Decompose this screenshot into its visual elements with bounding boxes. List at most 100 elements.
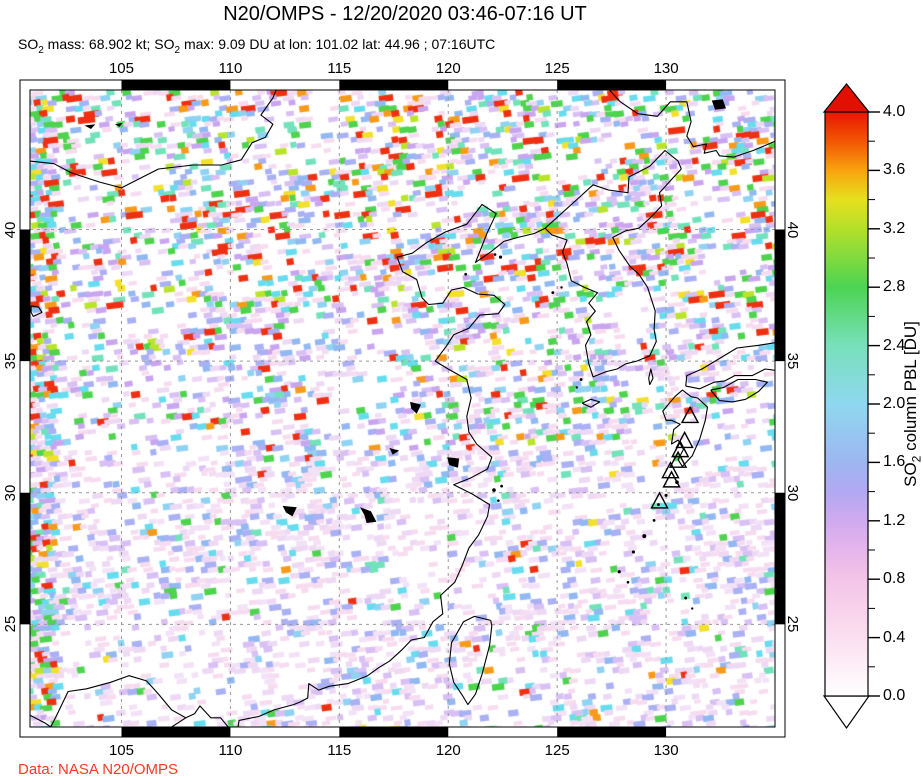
coastline-jeju (581, 398, 601, 408)
island-dot (493, 253, 497, 256)
frame-band-black-left (20, 492, 30, 625)
island-dot (497, 499, 500, 502)
lake-khanka (711, 99, 726, 110)
lon-tick-label-bottom: 130 (653, 742, 679, 759)
lon-tick-label-bottom: 105 (108, 742, 134, 759)
volcano-marker (662, 470, 681, 488)
island-dot (560, 286, 563, 289)
volcano-marker (680, 405, 700, 424)
lake-chaohu (389, 448, 400, 455)
coastline-honshu-south (685, 368, 775, 390)
subscript: 2 (38, 44, 44, 56)
island-dot (642, 534, 647, 539)
lake-gobi-lake-2 (115, 122, 123, 127)
lake-gobi-lake-1 (84, 124, 96, 129)
lon-tick-label-bottom: 115 (327, 742, 352, 759)
colorbar-tick-label: 3.6 (883, 161, 906, 179)
island-dot (579, 378, 583, 381)
lon-tick-label-bottom: 120 (435, 742, 461, 759)
lon-tick-label-top: 125 (544, 60, 570, 77)
lat-tick-label-left: 40 (2, 221, 19, 238)
coastline-honshu-north (685, 342, 775, 387)
coastline-taiwan (448, 615, 493, 706)
lon-tick-label-top: 105 (108, 60, 134, 77)
island-dot (464, 272, 468, 276)
text-segment: max: 9.09 DU at lon: 101.02 lat: 44.96 ;… (180, 36, 496, 52)
coastline-vietnam-border (30, 675, 187, 727)
volcano-marker (675, 430, 694, 449)
coastline-china-coast-yalu (185, 149, 682, 727)
island-dot (652, 518, 656, 522)
island-dot (500, 484, 504, 488)
volcano-marker (668, 450, 688, 468)
coastline-korea-coast (544, 168, 682, 378)
coastline-kyushu (662, 389, 709, 467)
frame-band-black-bottom (339, 727, 449, 737)
colorbar-tick-label: 1.6 (883, 453, 906, 471)
island-dot (684, 596, 688, 600)
island-dot (631, 550, 636, 554)
island-dot (626, 580, 630, 584)
so2-pixel-field (30, 90, 775, 727)
island-dot (551, 291, 555, 295)
lat-tick-label-left: 30 (2, 484, 19, 502)
lat-tick-label-right: 25 (784, 615, 801, 633)
island-dot (575, 386, 578, 389)
island-dot (498, 255, 503, 259)
text-segment: mass: 68.902 kt; SO (43, 36, 175, 52)
coastline-russia-border-coast (608, 90, 775, 158)
lat-tick-label-right: 35 (784, 352, 801, 370)
colorbar-tick-label: 3.2 (883, 219, 906, 237)
colorbar-tick-label: 0.8 (883, 570, 906, 588)
subscript: 2 (174, 44, 181, 56)
text-segment: SO (901, 462, 920, 487)
plot-subtitle: SO2 mass: 68.902 kt; SO2 max: 9.09 DU at… (18, 36, 495, 56)
coastline-shikoku (710, 378, 768, 403)
plot-title: N20/OMPS - 12/20/2020 03:46-07:16 UT (223, 3, 587, 25)
island-dot (664, 493, 668, 497)
frame-band-right (775, 80, 785, 737)
volcano-marker (650, 491, 669, 509)
lon-tick-label-bottom: 125 (544, 742, 570, 759)
frame-outer-outline (19, 79, 786, 738)
lake-taihu (447, 457, 460, 468)
text-segment: SO (18, 36, 39, 52)
lon-tick-label-top: 120 (435, 60, 461, 77)
colorbar-tick-label: 2.4 (883, 336, 906, 354)
coastline-tsushima (648, 368, 654, 386)
coastline-mongolia-border (30, 90, 277, 189)
frame-band-black-right (775, 229, 785, 362)
lake-dongting (282, 505, 297, 517)
lon-tick-label-top: 130 (653, 60, 679, 77)
colorbar-tick-label: 2.8 (883, 278, 906, 296)
frame-band-black-bottom (557, 727, 667, 737)
lat-tick-label-left: 25 (2, 615, 19, 633)
island-dot (657, 503, 660, 506)
colorbar-tick-label: 0.0 (883, 687, 906, 704)
colorbar-tick-label: 2.0 (883, 395, 906, 412)
frame-band-black-bottom (121, 727, 231, 737)
lon-tick-label-bottom: 110 (218, 742, 243, 759)
colorbar-tick-label: 1.2 (883, 511, 906, 529)
credit-text: Data: NASA N20/OMPS (18, 761, 179, 778)
coastline-qinghai-lake (30, 305, 43, 317)
frame-band-left (20, 80, 30, 737)
frame-band-black-top (121, 80, 231, 90)
frame-band-black-top (339, 80, 449, 90)
colorbar-top-arrow (822, 83, 871, 113)
island-dot (617, 570, 621, 574)
island-dot (691, 607, 694, 610)
colorbar-bottom-arrow (822, 695, 871, 730)
island-dot (492, 488, 496, 492)
colorbar-tick-label: 0.4 (883, 628, 906, 646)
lat-tick-label-right: 30 (784, 484, 801, 502)
colorbar-tick-label: 4.0 (883, 103, 906, 120)
lon-tick-label-top: 110 (218, 60, 243, 77)
text-segment: column PBL [DU] (901, 321, 920, 456)
volcano-marker (661, 461, 680, 479)
lat-tick-label-left: 35 (2, 352, 19, 370)
lat-tick-label-right: 40 (784, 221, 801, 238)
lake-hongze (410, 401, 421, 414)
